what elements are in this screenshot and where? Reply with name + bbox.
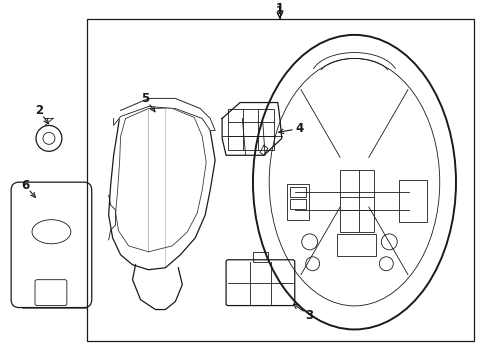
Text: 3: 3 (306, 309, 314, 322)
Text: 2: 2 (35, 104, 43, 117)
Text: 6: 6 (21, 179, 29, 192)
Bar (290, 199, 306, 209)
Bar (87, 19, 474, 341)
Text: 1: 1 (276, 6, 283, 16)
Text: 1: 1 (276, 3, 284, 15)
Bar (337, 234, 376, 256)
Bar (290, 187, 306, 197)
Text: 4: 4 (295, 122, 304, 135)
Bar (340, 170, 374, 232)
Polygon shape (114, 99, 215, 130)
Bar (228, 108, 274, 150)
Bar (253, 252, 268, 262)
Text: 5: 5 (141, 92, 149, 105)
Bar (287, 184, 309, 220)
Bar (399, 180, 427, 222)
